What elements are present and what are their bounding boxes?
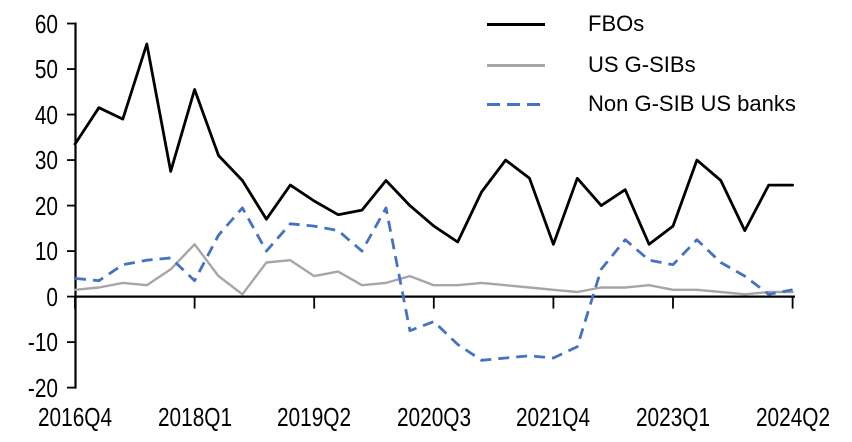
y-tick-label: 0 (46, 281, 58, 312)
legend-label-non-gsib: Non G-SIB US banks (588, 91, 796, 116)
y-tick-label: 60 (34, 8, 58, 39)
x-tick-label: 2016Q4 (37, 402, 113, 432)
x-tick-label: 2018Q1 (157, 402, 232, 432)
legend-label-us-gsibs: US G-SIBs (588, 52, 696, 77)
series-line-non-g-sib-us-banks (74, 206, 793, 362)
y-tick-label: -10 (27, 327, 58, 358)
series-line-us-g-sibs (73, 243, 794, 296)
x-tick-label: 2020Q3 (396, 402, 471, 432)
x-tick-label: 2023Q1 (635, 402, 711, 432)
legend-item-us-gsibs: US G-SIBs (487, 53, 696, 77)
x-tick-label: 2024Q2 (755, 402, 830, 432)
y-tick-label: -20 (27, 372, 58, 403)
y-tick-label: 30 (34, 145, 58, 176)
series-line-fbos (73, 42, 794, 246)
legend-item-non-gsib: Non G-SIB US banks (487, 92, 796, 116)
y-tick-label: 40 (34, 99, 58, 130)
x-tick-label: 2019Q2 (277, 402, 352, 432)
legend-item-fbos: FBOs (487, 12, 644, 36)
y-tick-label: 20 (34, 190, 58, 221)
legend-line-us-gsibs (487, 63, 545, 67)
legend-line-fbos (487, 22, 545, 26)
legend-line-non-gsib (487, 102, 545, 106)
x-tick-label: 2021Q4 (516, 402, 591, 432)
y-tick-label: 50 (34, 54, 58, 85)
y-tick-label: 10 (34, 236, 58, 267)
legend-label-fbos: FBOs (588, 11, 645, 36)
